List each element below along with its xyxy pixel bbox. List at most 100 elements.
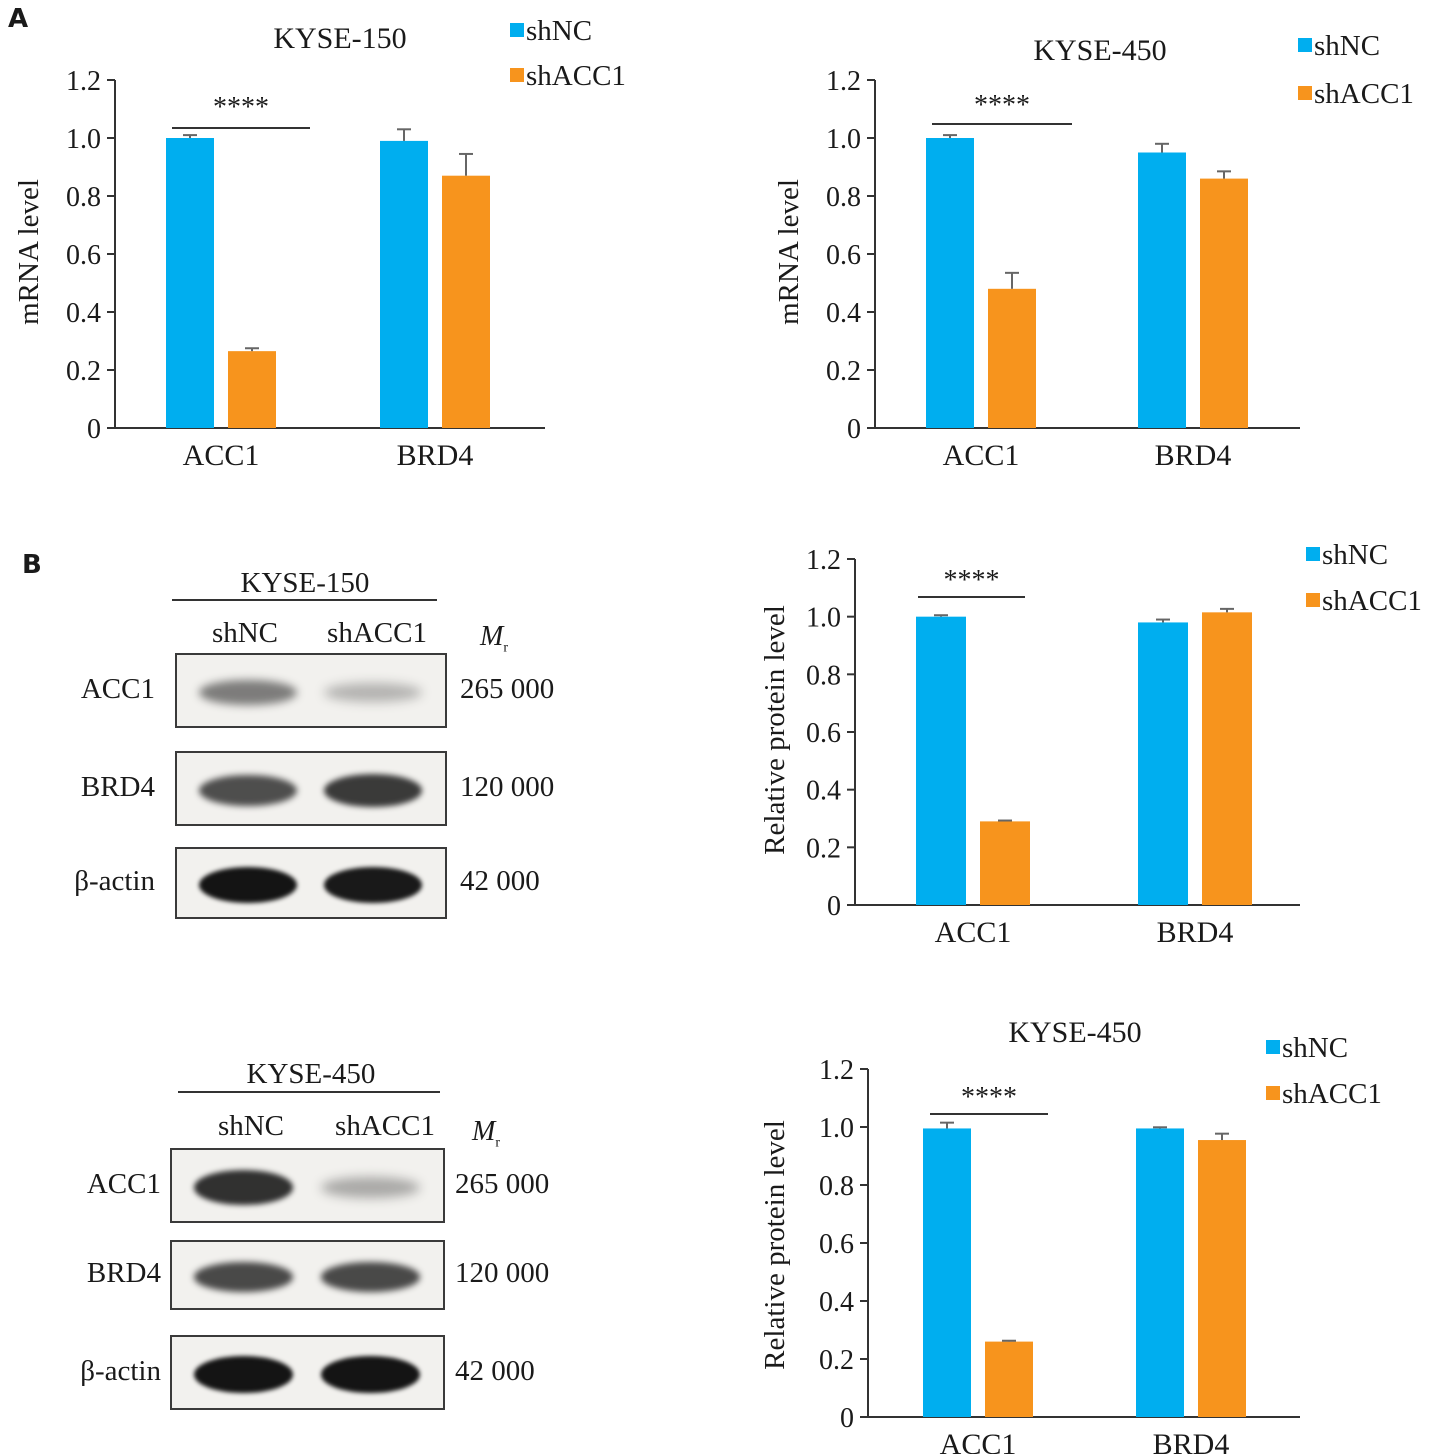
molecular-weight-label: 120 000 [460, 770, 555, 803]
band-shNC [198, 774, 297, 807]
y-tick-label: 0 [827, 891, 841, 922]
legend-swatch-shNC [1266, 1040, 1280, 1054]
panel-label-a: A [8, 4, 29, 34]
lane-label-shNC: shNC [217, 1110, 285, 1142]
y-tick-label: 0.2 [806, 833, 841, 864]
legend-label-shNC: shNC [1314, 30, 1380, 62]
y-axis-label: Relative protein level [759, 605, 791, 855]
band-shNC [198, 679, 297, 706]
molecular-weight-label: 265 000 [460, 672, 555, 705]
legend-label-shACC1: shACC1 [1314, 78, 1414, 110]
legend-label-shNC: shNC [526, 15, 592, 47]
mr-label: Mr [472, 1116, 500, 1151]
y-tick-label: 0 [840, 1403, 854, 1434]
y-tick-label: 0.8 [819, 1171, 854, 1202]
y-tick-label: 0.6 [66, 240, 101, 271]
legend-swatch-shACC1 [510, 68, 524, 82]
y-tick-label: 0.8 [66, 182, 101, 213]
legend-label-shACC1: shACC1 [1282, 1078, 1382, 1110]
lane-label-shACC1: shACC1 [335, 1110, 435, 1142]
band-shACC1 [323, 682, 422, 703]
western-blot-kyse150: KYSE-150 shNC shACC1 Mr ACC1 265 000 BRD4 120 0… [40, 555, 600, 935]
panel-label-b: B [22, 550, 42, 580]
y-tick-label: 0 [87, 414, 101, 445]
molecular-weight-label: 42 000 [460, 865, 540, 897]
blot-title: KYSE-150 [240, 567, 370, 599]
mr-subscript: r [503, 640, 508, 656]
blot-title-rule [172, 599, 437, 601]
x-tick-label-BRD4: BRD4 [1155, 439, 1232, 472]
band-shNC [198, 867, 297, 903]
bar-shACC1-ACC1 [980, 821, 1030, 905]
bar-shNC-BRD4 [1138, 152, 1186, 428]
protein-label: β-actin [74, 865, 155, 897]
mr-label: Mr [480, 621, 508, 656]
legend-swatch-shACC1 [1266, 1086, 1280, 1100]
bar-shACC1-BRD4 [442, 175, 490, 428]
y-tick-label: 0.4 [826, 298, 861, 329]
band-shACC1 [323, 773, 422, 808]
x-tick-label-ACC1: ACC1 [183, 439, 260, 472]
lane-label-shNC: shNC [211, 617, 279, 649]
bar-shACC1-BRD4 [1198, 1140, 1246, 1417]
legend-swatch-shNC [1306, 547, 1320, 561]
significance-label: **** [944, 565, 1000, 596]
band-shACC1 [323, 867, 422, 903]
bar-shACC1-ACC1 [988, 288, 1036, 428]
y-tick-label: 0.8 [806, 660, 841, 691]
y-tick-label: 0.2 [819, 1345, 854, 1376]
significance-label: **** [961, 1082, 1017, 1113]
blot-strip-BRD4 [170, 1240, 445, 1310]
bar-shNC-ACC1 [916, 616, 966, 905]
band-shNC [194, 1262, 293, 1292]
blot-strip-ACC1 [170, 1148, 445, 1223]
western-blot-kyse450: KYSE-450 shNC shACC1 Mr ACC1 265 000 BRD4 120 0… [40, 1050, 600, 1430]
y-tick-label: 0.2 [826, 356, 861, 387]
legend-swatch-shNC [1298, 38, 1312, 52]
y-tick-label: 0.8 [826, 182, 861, 213]
y-tick-label: 1.2 [66, 66, 101, 97]
bar-shACC1-ACC1 [228, 351, 276, 428]
y-tick-label: 1.2 [826, 66, 861, 97]
band-shACC1 [320, 1177, 420, 1198]
y-tick-label: 0.6 [819, 1229, 854, 1260]
bar-shNC-BRD4 [1138, 622, 1188, 905]
y-tick-label: 0.4 [66, 298, 101, 329]
y-tick-label: 1.0 [826, 124, 861, 155]
chart-title: KYSE-450 [1033, 34, 1166, 67]
bar-shNC-ACC1 [926, 138, 974, 428]
protein-label: BRD4 [80, 770, 155, 803]
blot-strip-β-actin [170, 1335, 445, 1410]
y-tick-label: 0.6 [806, 718, 841, 749]
bar-shACC1-BRD4 [1200, 178, 1248, 428]
y-tick-label: 1.0 [66, 124, 101, 155]
bar-shNC-BRD4 [1136, 1128, 1184, 1417]
bar-shNC-ACC1 [166, 138, 214, 428]
x-tick-label-BRD4: BRD4 [397, 439, 474, 472]
chart-protein-kyse450: KYSE-450 0 0.2 0.4 0.6 0.8 1.0 1.2 Relative prot… [759, 1016, 1382, 1454]
y-tick-label: 0.4 [806, 776, 841, 807]
band-shACC1 [320, 1262, 420, 1292]
significance-label: **** [213, 92, 269, 123]
x-tick-label-BRD4: BRD4 [1157, 916, 1234, 949]
legend-swatch-shACC1 [1306, 593, 1320, 607]
legend-swatch-shACC1 [1298, 86, 1312, 100]
bar-shNC-BRD4 [380, 140, 428, 428]
protein-label: ACC1 [86, 1167, 161, 1200]
y-tick-label: 1.0 [819, 1113, 854, 1144]
chart-title: KYSE-450 [1008, 1016, 1141, 1049]
y-axis-label: Relative protein level [759, 1120, 791, 1370]
chart-mrna-kyse450: KYSE-450 0 0.2 0.4 0.6 0.8 1.0 1.2 mRNA level ACC… [773, 30, 1414, 472]
legend-label-shACC1: shACC1 [526, 60, 626, 92]
y-tick-label: 0.6 [826, 240, 861, 271]
blot-strip-ACC1 [175, 653, 447, 728]
blot-title-rule [178, 1091, 440, 1093]
chart-mrna-kyse150: KYSE-150 0 0.2 0.4 0.6 0.8 1.0 1.2 mRNA level ACC… [13, 15, 626, 472]
y-tick-label: 0.4 [819, 1287, 854, 1318]
bar-shNC-ACC1 [923, 1128, 971, 1417]
lane-label-shACC1: shACC1 [327, 617, 427, 649]
y-tick-label: 1.0 [806, 603, 841, 634]
significance-label: **** [974, 90, 1030, 121]
molecular-weight-label: 42 000 [455, 1354, 535, 1387]
chart-protein-kyse150: 0 0.2 0.4 0.6 0.8 1.0 1.2 Relative protein leve… [759, 539, 1422, 949]
